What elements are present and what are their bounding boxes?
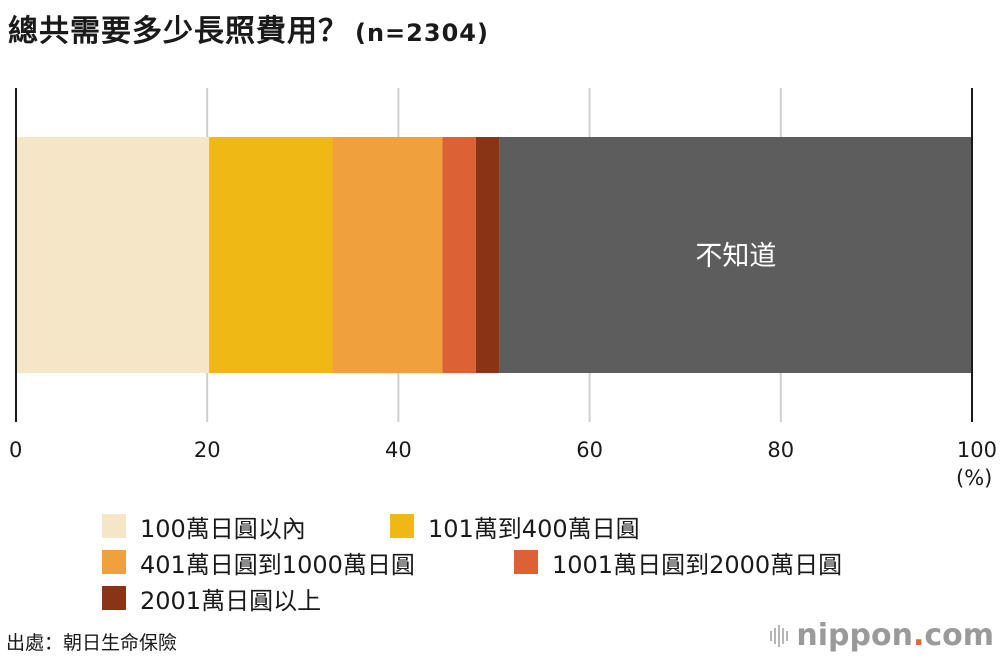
bar-segment [332, 137, 443, 373]
legend-row: 100萬日圓以內 101萬到400萬日圓 [102, 508, 868, 544]
bar-segment [442, 137, 476, 373]
chart-title: 總共需要多少長照費用？ (n=2304) [8, 6, 489, 50]
legend-label: 401萬日圓到1000萬日圓 [140, 550, 415, 579]
bar-segment [209, 137, 333, 373]
legend-swatch [102, 514, 126, 538]
source-note: 出處：朝日生命保險 [6, 632, 178, 654]
legend-item: 2001萬日圓以上 [102, 581, 321, 616]
legend-swatch [102, 550, 126, 574]
legend-item: 101萬到400萬日圓 [390, 509, 640, 544]
bar-segment-label: 不知道 [695, 241, 776, 272]
legend-item: 100萬日圓以內 [102, 509, 364, 544]
x-tick-label: 0 [9, 438, 22, 462]
legend-item: 401萬日圓到1000萬日圓 [102, 545, 488, 580]
legend-row: 2001萬日圓以上 [102, 580, 868, 616]
brand-tld: com [924, 618, 994, 653]
x-tick-label: 100 [957, 438, 997, 462]
bar-segment [475, 137, 500, 373]
x-tick-label: 20 [194, 438, 221, 462]
legend-label: 101萬到400萬日圓 [428, 514, 640, 543]
legend-label: 2001萬日圓以上 [140, 586, 322, 615]
x-tick-label: 80 [767, 438, 794, 462]
legend-row: 401萬日圓到1000萬日圓 1001萬日圓到2000萬日圓 [102, 544, 868, 580]
bar-segment [16, 137, 210, 373]
brand-logo: nippon. com [770, 618, 994, 653]
x-tick-label: 60 [576, 438, 603, 462]
legend-label: 100萬日圓以內 [140, 514, 306, 543]
brand-name: nippon [796, 618, 913, 653]
legend-swatch [514, 550, 538, 574]
brand-mark-icon [770, 624, 789, 647]
legend: 100萬日圓以內 101萬到400萬日圓 401萬日圓到1000萬日圓 1001… [102, 508, 868, 616]
legend-item: 1001萬日圓到2000萬日圓 [514, 545, 842, 580]
sample-size: (n=2304) [355, 19, 489, 47]
x-tick-label: 40 [385, 438, 412, 462]
legend-label: 1001萬日圓到2000萬日圓 [552, 550, 843, 579]
brand-dot: . [912, 618, 925, 653]
stacked-bar-chart: 不知道 0 20 40 60 80 100 [9, 88, 997, 462]
legend-swatch [102, 586, 126, 610]
chart-title-text: 總共需要多少長照費用？ [8, 14, 349, 49]
legend-swatch [390, 514, 414, 538]
bar-segment [499, 137, 972, 373]
axis-unit-label: (%) [956, 466, 993, 490]
